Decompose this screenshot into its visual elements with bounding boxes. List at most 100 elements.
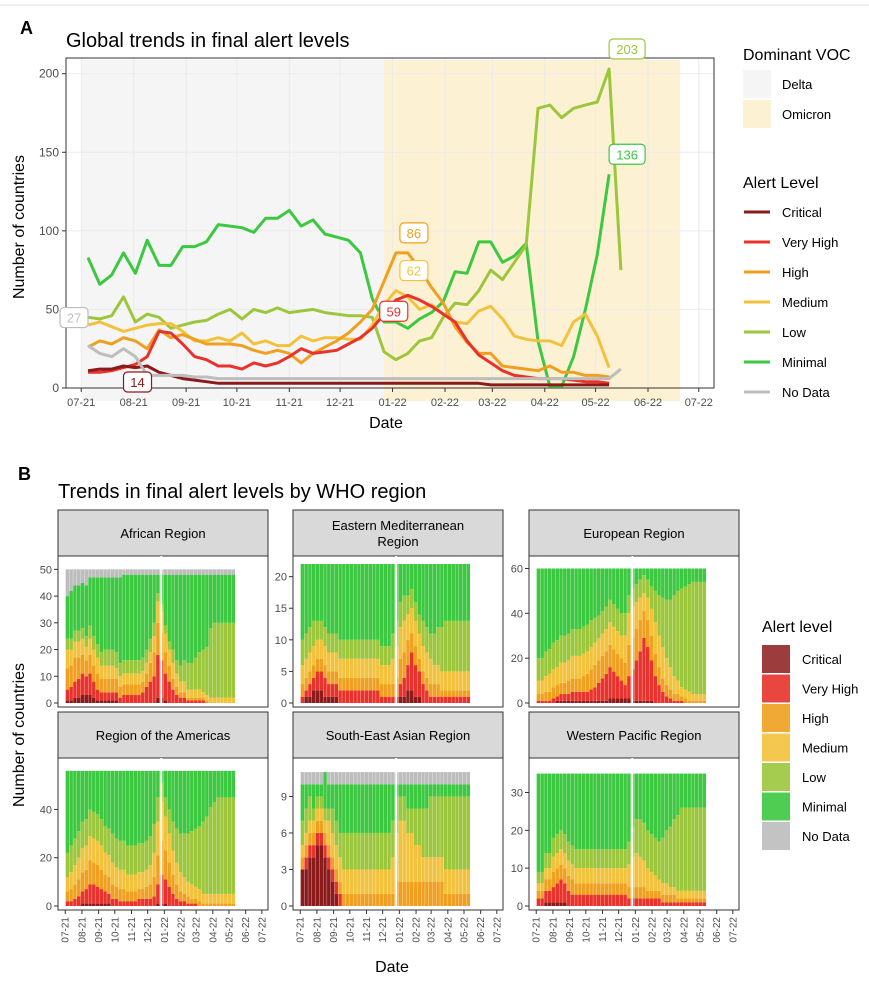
- bar-medium: [133, 673, 137, 685]
- bar-minimal: [600, 773, 605, 850]
- bar-minimal: [455, 784, 459, 797]
- bar-very-high: [563, 694, 567, 701]
- bar-critical: [566, 700, 571, 703]
- bar-very-high: [133, 901, 137, 906]
- bar-no-data: [148, 569, 153, 575]
- bar-low: [608, 599, 612, 623]
- bar-very-high: [428, 696, 433, 703]
- bar-no-data: [330, 772, 335, 785]
- bar-medium: [148, 652, 153, 663]
- bar-minimal: [110, 577, 115, 650]
- bar-minimal: [646, 568, 650, 580]
- bar-low: [163, 797, 168, 817]
- bar-no-data: [167, 569, 171, 575]
- bar-high: [608, 644, 612, 668]
- bar-very-high: [387, 696, 391, 703]
- bar-medium: [642, 593, 646, 612]
- bar-low: [88, 809, 92, 836]
- bar-minimal: [570, 773, 575, 846]
- bar-high: [186, 697, 190, 701]
- bar-low: [364, 639, 369, 659]
- bar-very-high: [125, 901, 130, 906]
- bar-minimal: [683, 773, 688, 808]
- bar-low: [342, 639, 346, 659]
- bar-medium: [638, 597, 642, 621]
- line-minimal: [86, 174, 611, 388]
- bar-medium: [357, 658, 361, 678]
- bar-high: [432, 684, 437, 697]
- bar-high: [220, 903, 224, 906]
- bar-minimal: [103, 770, 107, 827]
- bar-low: [300, 639, 305, 666]
- alert-b-label-critical: Critical: [802, 652, 842, 667]
- facet-xtick-label: 07-21: [532, 917, 543, 943]
- bar-high: [69, 665, 73, 687]
- bar-minimal: [231, 770, 236, 798]
- bar-very-high: [171, 689, 175, 703]
- facet-strip: [292, 509, 504, 557]
- bar-minimal: [201, 574, 205, 650]
- bar-medium: [657, 635, 661, 668]
- bar-minimal: [368, 564, 372, 640]
- bar-high: [92, 862, 96, 885]
- bar-very-high: [171, 893, 175, 906]
- xtick-label-05-22: 05-22: [581, 397, 609, 409]
- bar-minimal: [349, 564, 354, 640]
- bar-medium: [376, 869, 380, 894]
- bar-no-data: [129, 569, 134, 575]
- bar-minimal: [691, 568, 695, 582]
- bar-minimal: [148, 574, 153, 639]
- bar-low: [619, 849, 624, 869]
- bar-high: [148, 884, 153, 899]
- bar-medium: [197, 889, 202, 902]
- bar-minimal: [679, 773, 684, 808]
- bar-medium: [664, 658, 669, 686]
- bar-very-high: [95, 886, 100, 904]
- bar-minimal: [376, 784, 380, 833]
- bar-minimal: [585, 773, 590, 850]
- bar-very-high: [668, 698, 673, 703]
- bar-low: [387, 646, 391, 666]
- bar-high: [65, 668, 70, 690]
- bar-minimal: [574, 568, 578, 630]
- facet-strip-label: Eastern Mediterranean: [332, 518, 464, 533]
- bar-medium: [406, 614, 410, 640]
- bar-very-high: [551, 698, 556, 703]
- bar-low: [410, 589, 414, 609]
- bar-very-high: [69, 686, 73, 701]
- bar-high: [152, 652, 156, 677]
- alert-label-minimal: Minimal: [782, 355, 827, 370]
- bar-minimal: [417, 784, 422, 809]
- bar-high: [141, 681, 145, 693]
- bar-no-data: [118, 569, 122, 578]
- bar-critical: [563, 700, 567, 703]
- bar-very-high: [657, 685, 661, 703]
- bar-low: [596, 849, 601, 869]
- bar-very-high: [360, 690, 365, 703]
- bar-very-high: [133, 694, 137, 703]
- bar-low: [376, 639, 380, 659]
- bar-minimal: [141, 574, 145, 658]
- bar-high: [679, 898, 684, 903]
- bar-minimal: [443, 784, 448, 797]
- bar-medium: [73, 641, 77, 658]
- bar-low: [110, 833, 115, 863]
- bar-high: [304, 677, 308, 691]
- bar-low: [676, 815, 680, 891]
- bar-low: [95, 644, 100, 658]
- bar-medium: [668, 887, 673, 895]
- bar-no-data: [193, 569, 198, 575]
- bar-minimal: [345, 784, 350, 833]
- bar-high: [152, 877, 156, 897]
- bar-very-high: [330, 684, 335, 697]
- bar-low: [627, 595, 631, 614]
- bar-low: [440, 627, 444, 672]
- bar-high: [447, 690, 452, 697]
- bar-medium: [574, 655, 578, 679]
- bar-high: [364, 677, 369, 691]
- facet-ytick-label: 9: [281, 791, 287, 803]
- bar-minimal: [220, 770, 224, 798]
- bar-low: [231, 797, 236, 894]
